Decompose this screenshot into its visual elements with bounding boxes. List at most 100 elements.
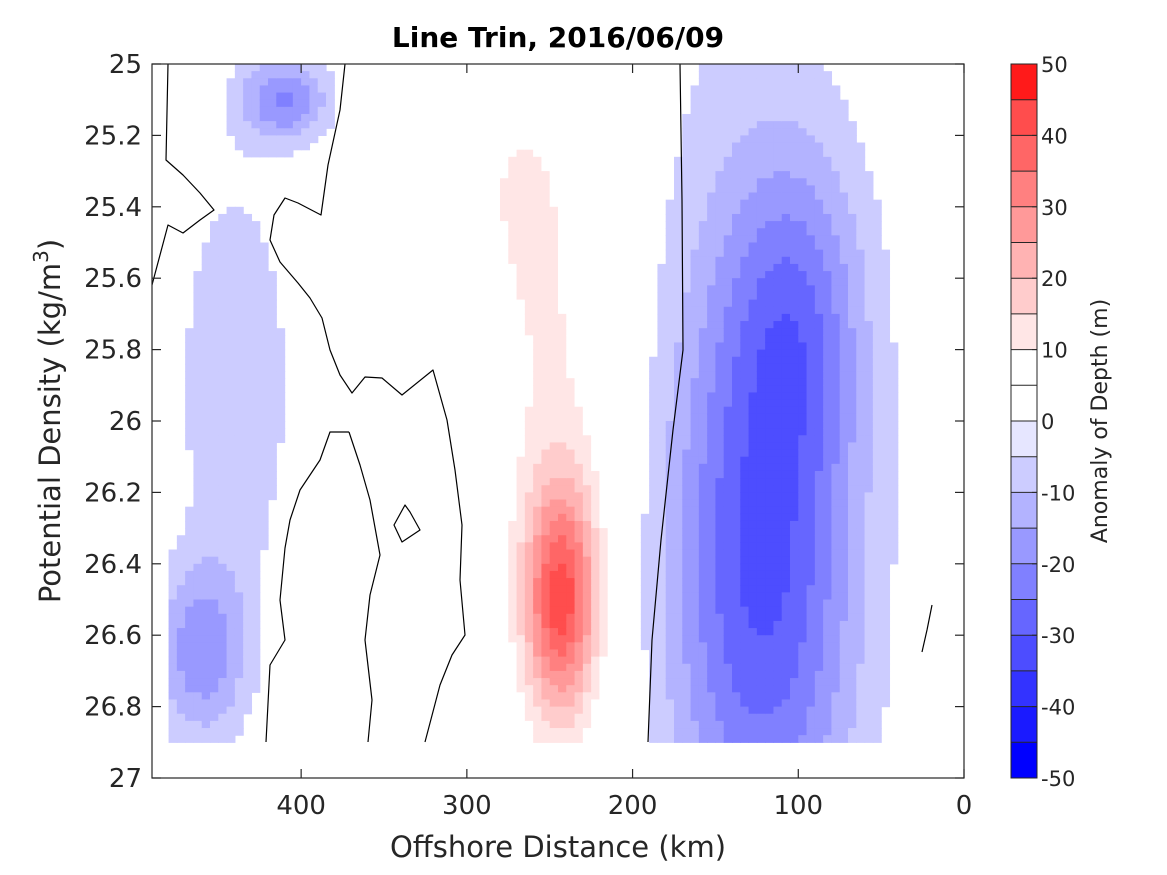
contour-cell <box>243 135 253 144</box>
contour-cell <box>723 156 733 165</box>
contour-cell <box>475 121 485 129</box>
contour-cell <box>226 213 236 222</box>
contour-cell <box>781 735 791 743</box>
contour-cell <box>657 456 667 465</box>
contour-cell <box>765 449 775 458</box>
contour-cell <box>251 278 261 286</box>
contour-cell <box>723 192 733 201</box>
contour-cell <box>500 321 509 329</box>
contour-cell <box>516 549 526 558</box>
contour-cell <box>765 656 775 665</box>
contour-cell <box>682 513 692 522</box>
contour-cell <box>756 156 766 165</box>
contour-cell <box>690 392 700 401</box>
contour-cell <box>790 228 799 236</box>
contour-cell <box>707 221 717 229</box>
contour-cell <box>649 692 659 701</box>
contour-cell <box>831 663 841 672</box>
contour-cell <box>516 706 526 715</box>
contour-cell <box>508 292 518 301</box>
contour-cell <box>665 692 675 701</box>
contour-cell <box>806 406 816 415</box>
contour-cell <box>864 470 874 479</box>
contour-cell <box>839 435 849 444</box>
contour-cell <box>508 549 518 558</box>
contour-cell <box>740 620 750 629</box>
contour-cell <box>872 299 882 308</box>
contour-cell <box>193 570 203 579</box>
contour-cell <box>839 156 849 165</box>
contour-cell <box>698 313 708 322</box>
contour-cell <box>732 485 741 493</box>
contour-cell <box>732 620 741 629</box>
contour-cell <box>458 99 468 108</box>
contour-cell <box>185 706 195 715</box>
contour-cell <box>549 642 559 651</box>
contour-cell <box>201 699 211 708</box>
contour-cell <box>516 99 526 108</box>
contour-cell <box>516 520 526 529</box>
contour-cell <box>574 349 584 358</box>
contour-cell <box>218 463 228 472</box>
contour-cell <box>781 78 791 87</box>
contour-cell <box>326 99 335 108</box>
contour-cell <box>500 685 509 693</box>
contour-cell <box>508 585 518 593</box>
contour-cell <box>210 292 219 301</box>
contour-cell <box>657 499 667 508</box>
contour-cell <box>582 378 592 386</box>
contour-cell <box>566 64 576 72</box>
contour-cell <box>864 492 874 501</box>
contour-cell <box>723 606 733 615</box>
contour-cell <box>707 178 717 186</box>
contour-cell <box>790 478 799 486</box>
contour-cell <box>607 628 617 636</box>
contour-cell <box>690 406 700 415</box>
contour-cell <box>218 306 228 315</box>
contour-cell <box>707 735 717 743</box>
contour-cell <box>839 242 849 251</box>
contour-cell <box>210 549 219 558</box>
contour-cell <box>707 528 717 536</box>
contour-cell <box>640 635 650 643</box>
contour-cell <box>607 592 617 601</box>
contour-cell <box>259 442 269 451</box>
contour-cell <box>466 199 476 208</box>
contour-cell <box>491 278 501 286</box>
contour-cell <box>781 235 791 244</box>
contour-cell <box>756 599 766 608</box>
contour-cell <box>558 685 567 693</box>
contour-cell <box>674 570 683 579</box>
contour-cell <box>168 549 178 558</box>
contour-cell <box>864 363 874 372</box>
contour-cell <box>839 585 849 593</box>
contour-cell <box>549 678 559 686</box>
contour-cell <box>806 163 816 172</box>
contour-cell <box>193 406 203 415</box>
contour-cell <box>682 678 692 686</box>
contour-cell <box>524 242 534 251</box>
contour-cell <box>682 428 692 436</box>
contour-cell <box>259 356 269 365</box>
contour-cell <box>549 520 559 529</box>
contour-cell <box>574 720 584 729</box>
contour-cell <box>566 592 576 601</box>
contour-cell <box>582 592 592 601</box>
contour-cell <box>309 128 319 136</box>
contour-cell <box>210 692 219 701</box>
contour-cell <box>558 392 567 401</box>
contour-cell <box>781 106 791 115</box>
contour-cell <box>450 271 460 279</box>
contour-cell <box>790 449 799 458</box>
contour-cell <box>251 556 261 565</box>
contour-cell <box>491 85 501 94</box>
contour-cell <box>516 121 526 129</box>
contour-cell <box>698 692 708 701</box>
contour-cell <box>500 92 509 101</box>
contour-cell <box>790 385 799 394</box>
contour-cell <box>226 492 236 501</box>
contour-cell <box>773 720 783 729</box>
contour-cell <box>765 492 775 501</box>
contour-cell <box>193 649 203 658</box>
contour-cell <box>549 728 559 736</box>
